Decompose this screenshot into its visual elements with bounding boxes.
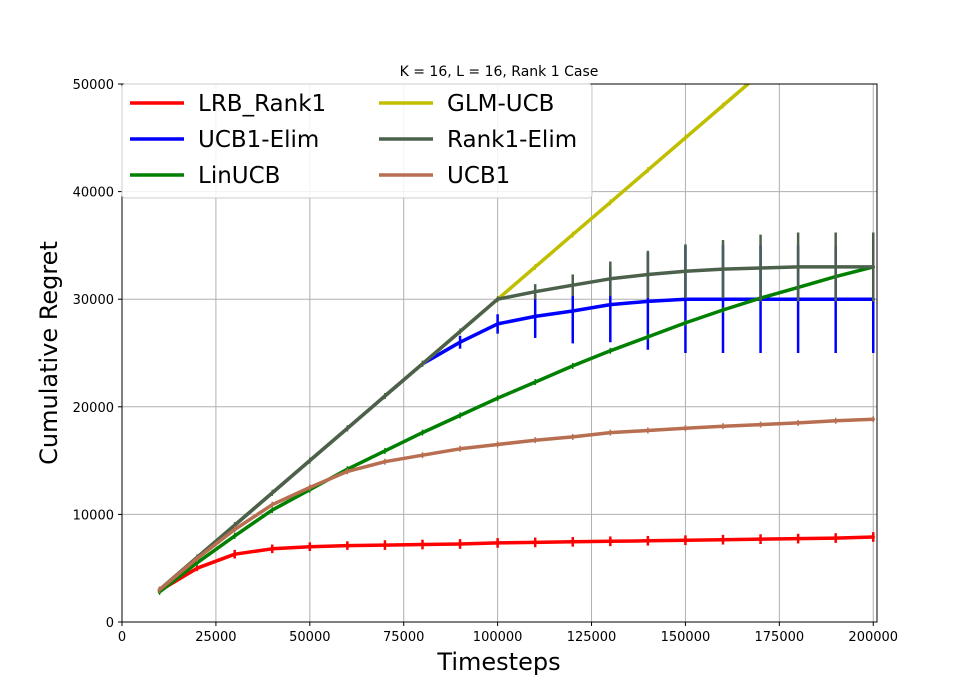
y-tick-label: 20000 bbox=[73, 401, 114, 416]
legend-label-glm-ucb: GLM-UCB bbox=[447, 91, 554, 117]
x-tick-label: 100000 bbox=[473, 630, 523, 645]
x-tick-label: 125000 bbox=[567, 630, 617, 645]
x-tick-label: 175000 bbox=[755, 630, 805, 645]
line-linucb bbox=[157, 265, 875, 594]
legend-frame bbox=[121, 83, 593, 199]
legend: LRB_Rank1 UCB1-Elim LinUCB GLM-UCB Rank1-Eli… bbox=[121, 83, 593, 199]
y-tick-label: 50000 bbox=[73, 78, 114, 93]
legend-label-linucb: LinUCB bbox=[198, 163, 280, 189]
line-lrb-rank1 bbox=[157, 535, 875, 593]
y-tick-label: 30000 bbox=[73, 293, 114, 308]
line-ucb1 bbox=[157, 417, 875, 592]
x-tick-label: 25000 bbox=[195, 630, 236, 645]
series-lrb-rank1 bbox=[157, 532, 875, 594]
x-axis-ticks: 0 25000 50000 75000 100000 125000 150000 175000… bbox=[118, 622, 898, 645]
chart-title: K = 16, L = 16, Rank 1 Case bbox=[400, 64, 599, 80]
x-tick-label: 0 bbox=[118, 630, 126, 645]
x-tick-label: 75000 bbox=[383, 630, 424, 645]
legend-label-ucb1-elim: UCB1-Elim bbox=[198, 127, 319, 153]
x-tick-label: 50000 bbox=[289, 630, 330, 645]
y-tick-label: 40000 bbox=[73, 186, 114, 201]
y-tick-label: 10000 bbox=[73, 508, 114, 523]
series-rank1-elim bbox=[157, 232, 875, 593]
legend-label-ucb1: UCB1 bbox=[447, 163, 510, 189]
x-axis-label: Timesteps bbox=[436, 648, 560, 676]
y-axis-label: Cumulative Regret bbox=[35, 241, 63, 465]
y-tick-label: 0 bbox=[106, 616, 114, 631]
x-tick-label: 200000 bbox=[848, 630, 898, 645]
series-lines bbox=[157, 84, 875, 595]
legend-label-lrb-rank1: LRB_Rank1 bbox=[198, 91, 326, 117]
legend-label-rank1-elim: Rank1-Elim bbox=[447, 127, 577, 153]
y-axis-ticks: 0 10000 20000 30000 40000 50000 bbox=[73, 78, 122, 631]
line-rank1-elim bbox=[157, 265, 875, 592]
series-ucb1 bbox=[157, 416, 875, 593]
x-tick-label: 150000 bbox=[661, 630, 711, 645]
